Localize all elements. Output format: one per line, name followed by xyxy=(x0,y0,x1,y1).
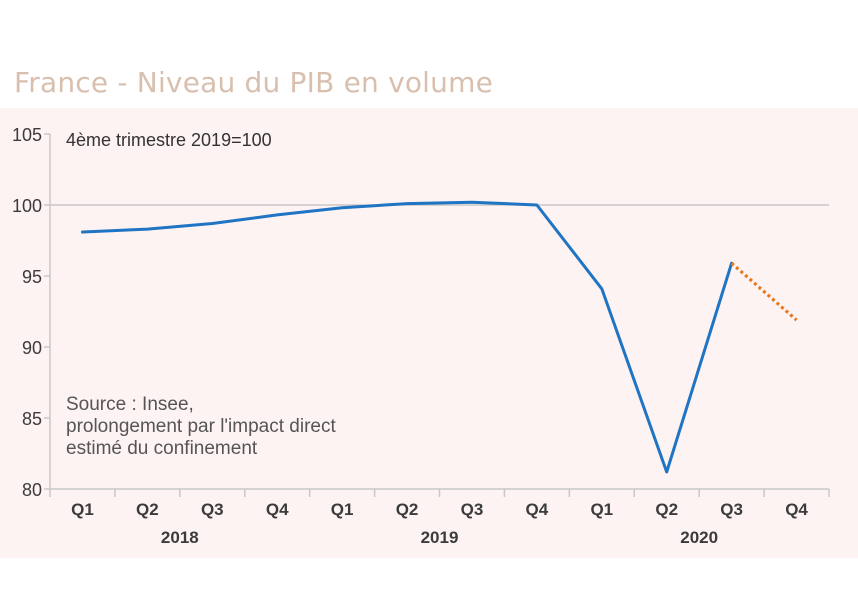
y-tick-label-90: 90 xyxy=(22,338,42,358)
y-tick-label-105: 105 xyxy=(12,125,42,145)
y-tick-label-85: 85 xyxy=(22,409,42,429)
y-tick-label-80: 80 xyxy=(22,480,42,500)
x-tick-label-1: Q2 xyxy=(136,500,159,519)
x-tick-label-6: Q3 xyxy=(461,500,484,519)
x-tick-label-2: Q3 xyxy=(201,500,224,519)
chart-title: France - Niveau du PIB en volume xyxy=(14,66,494,99)
y-tick-label-95: 95 xyxy=(22,267,42,287)
x-tick-label-5: Q2 xyxy=(396,500,419,519)
x-tick-label-11: Q4 xyxy=(785,500,808,519)
x-tick-label-0: Q1 xyxy=(71,500,94,519)
series-layer xyxy=(81,200,798,474)
source-annotation-line-2: prolongement par l'impact direct xyxy=(66,416,336,437)
x-tick-label-4: Q1 xyxy=(331,500,354,519)
x-tick-label-9: Q2 xyxy=(655,500,678,519)
x-tick-label-7: Q4 xyxy=(526,500,549,519)
year-label-2018: 2018 xyxy=(161,528,199,547)
source-annotation-line-3: estimé du confinement xyxy=(66,438,258,459)
source-annotation-line-1: Source : Insee, xyxy=(66,394,194,415)
text-layer: 4ème trimestre 2019=100 Source : Insee, … xyxy=(66,130,336,459)
axes: 80 85 90 95 100 105 Q1 Q2 Q3 Q4 Q1 Q2 Q3 Q4 Q1 Q2 Q3 Q4 20… xyxy=(12,125,830,547)
x-tick-label-3: Q4 xyxy=(266,500,289,519)
x-tick-label-10: Q3 xyxy=(720,500,743,519)
chart-subtitle: 4ème trimestre 2019=100 xyxy=(66,130,272,150)
x-tick-label-8: Q1 xyxy=(590,500,613,519)
series-line-projection xyxy=(730,261,798,322)
year-label-2020: 2020 xyxy=(680,528,718,547)
series-line-gdp xyxy=(81,200,734,474)
plot-background xyxy=(0,108,858,558)
year-label-2019: 2019 xyxy=(421,528,459,547)
y-tick-label-100: 100 xyxy=(12,196,42,216)
